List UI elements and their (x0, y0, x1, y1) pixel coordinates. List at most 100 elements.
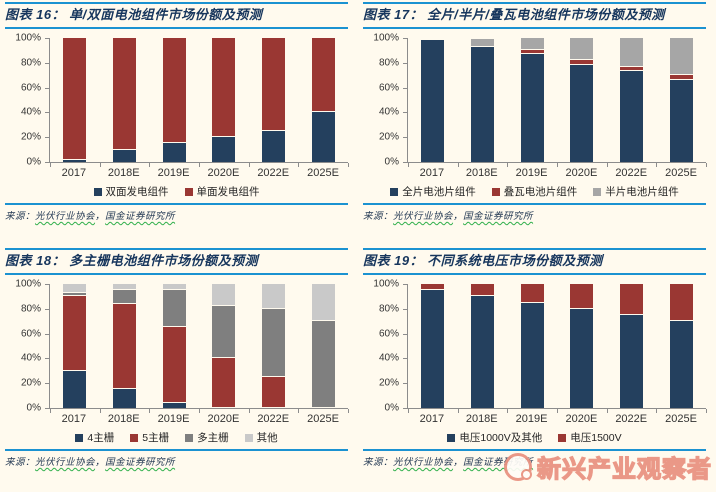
bar-segment (471, 284, 494, 297)
y-tick (45, 62, 49, 64)
bar-segment (669, 321, 693, 408)
bar-2018E (458, 38, 508, 162)
y-axis-label: 40% (378, 352, 399, 364)
y-tick (45, 137, 49, 139)
y-tick (45, 358, 49, 360)
source-separator: ， (95, 211, 106, 222)
source-line: 来源：光伏行业协会，国金证券研究所 (363, 451, 706, 468)
bar-segment (113, 149, 136, 162)
x-axis-label: 2018E (107, 413, 140, 425)
y-axis-label: 100% (15, 32, 41, 44)
y-tick (45, 38, 49, 39)
x-axis-labels: 2017 2018E 2019E 2020E 2022E 2025E (407, 163, 706, 179)
stacked-bar (570, 38, 594, 162)
figure-number: 图表 19： (363, 253, 424, 268)
legend-item: 全片电池片组件 (390, 184, 476, 199)
legend-marker (184, 187, 193, 196)
figure-title: 图表 17： 全片/半片/叠瓦电池组件市场份额及预测 (363, 5, 706, 25)
title-divider (5, 273, 348, 275)
bars (408, 38, 706, 162)
x-axis-label: 2022E (615, 167, 648, 179)
stacked-bar (620, 38, 644, 162)
bar-segment (212, 284, 236, 307)
y-axis: 100% 80% 60% 40% 20% 0% (5, 279, 49, 414)
legend-item: 4主栅 (75, 430, 114, 445)
bar-2022E (607, 284, 657, 408)
bar-2022E (607, 38, 657, 162)
x-tick (149, 409, 151, 413)
bar-2025E (298, 38, 348, 162)
x-axis-label: 2019E (515, 413, 548, 425)
bar-segment (520, 284, 544, 303)
figure-title: 图表 18： 多主栅电池组件市场份额及预测 (5, 251, 348, 271)
source-separator: ， (95, 457, 106, 468)
x-axis-label: 2017 (61, 413, 87, 425)
legend-marker (185, 433, 194, 442)
y-tick (45, 408, 49, 409)
bar-2019E (149, 38, 199, 162)
bars (408, 284, 706, 408)
x-axis-label: 2018E (465, 413, 498, 425)
y-axis-label: 0% (26, 156, 41, 168)
legend-marker (558, 433, 567, 442)
bar-segment (570, 308, 594, 408)
x-axis-label: 2025E (307, 413, 339, 425)
stacked-bar (212, 38, 236, 162)
figure-19-panel: 图表 19： 不同系统电压市场份额及预测 100% 80% 60% 40% 20% 0% 2… (358, 246, 716, 492)
source-separator: ， (453, 457, 464, 468)
figure-name: 全片/半片/叠瓦电池组件市场份额及预测 (427, 7, 665, 22)
bar-segment (212, 137, 236, 162)
chart-19: 100% 80% 60% 40% 20% 0% 2017 2018E 2019E 2020E 20… (363, 279, 707, 445)
stacked-bar (113, 38, 136, 162)
x-axis-label: 2017 (419, 167, 445, 179)
source-org-1: 光伏行业协会 (35, 457, 96, 468)
bar-segment (113, 303, 136, 390)
y-tick (45, 383, 49, 385)
stacked-bar (471, 38, 494, 162)
x-axis-label: 2019E (157, 413, 190, 425)
bar-2020E (557, 284, 607, 408)
y-axis-label: 80% (378, 303, 399, 315)
bar-2020E (557, 38, 607, 162)
stacked-bar (162, 284, 186, 408)
y-axis-label: 40% (20, 352, 41, 364)
row-divider (363, 248, 706, 250)
x-axis-label: 2020E (207, 413, 240, 425)
x-tick (656, 163, 658, 167)
source-divider (363, 449, 706, 451)
y-axis-label: 20% (378, 377, 399, 389)
x-axis-label: 2017 (419, 413, 445, 425)
source-line: 来源：光伏行业协会，国金证券研究所 (363, 205, 706, 222)
x-tick (99, 409, 101, 413)
legend-item: 其他 (244, 430, 278, 445)
y-axis-label: 20% (378, 131, 399, 143)
y-axis: 100% 80% 60% 40% 20% 0% (363, 279, 407, 414)
x-tick (706, 409, 707, 413)
bar-2018E (100, 38, 150, 162)
y-tick (403, 408, 407, 409)
bar-segment (620, 66, 644, 72)
legend-item: 半片电池片组件 (593, 184, 679, 199)
bar-segment (162, 327, 186, 404)
title-divider (363, 273, 706, 275)
legend-label: 其他 (256, 432, 278, 444)
figure-number: 图表 18： (5, 253, 66, 268)
bar-segment (113, 389, 136, 408)
stacked-bar (311, 38, 335, 162)
chart-18: 100% 80% 60% 40% 20% 0% 2017 2018E 2019E 2020E 20… (5, 279, 349, 445)
x-tick (50, 163, 51, 167)
legend-label: 电压1000V及其他 (459, 432, 543, 444)
y-axis-label: 60% (20, 82, 41, 94)
bar-segment (113, 290, 136, 304)
plot-wrap: 2017 2018E 2019E 2020E 2022E 2025E (45, 284, 349, 425)
title-divider (5, 27, 348, 29)
bar-2025E (656, 284, 706, 408)
bar-segment (162, 38, 186, 144)
x-tick (298, 409, 300, 413)
figure-number: 图表 16： (5, 7, 66, 22)
legend-marker (491, 187, 500, 196)
source-separator: ， (453, 211, 464, 222)
source-org-1: 光伏行业协会 (393, 457, 454, 468)
x-tick (706, 163, 707, 167)
